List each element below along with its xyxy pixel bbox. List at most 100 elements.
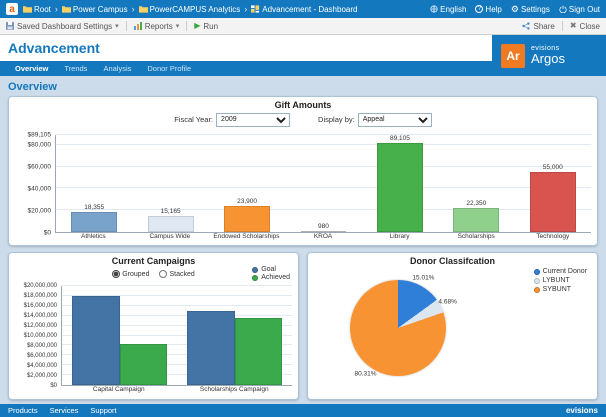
legend-color-dot [252,266,259,273]
close-label: Close [579,21,600,31]
campaigns-plot-area [61,285,292,386]
report-chart-icon [133,22,142,30]
bar[interactable] [300,230,347,232]
display-by-label: Display by: [318,115,355,124]
fiscal-year-label: Fiscal Year: [174,115,214,124]
bar-value-label: 15,165 [160,207,181,215]
run-label: Run [203,21,219,31]
legend-label: Goal [261,266,276,273]
y-axis-tick-label: $10,000,000 [23,333,57,339]
bar-columns: 18,355 15,165 23,900 980 89,105 22,350 55,000 [56,135,591,232]
bar-group-bars [72,286,167,385]
gridline [62,364,292,366]
donor-pie-area: 15.01% 4.68% 80.31% [314,266,525,396]
gridline [62,304,292,306]
dashboard-tabs: Overview Trends Analysis Donor Profile [0,61,606,76]
run-button[interactable]: ▶ Run [194,22,218,31]
sign-out-button[interactable]: Sign Out [559,5,600,14]
breadcrumb-item-advancement-dashboard[interactable]: Advancement - Dashboard [251,5,357,14]
bar-column: 22,350 [438,135,514,232]
stacked-radio-option[interactable]: Stacked [159,270,195,278]
footer-link-support[interactable]: Support [90,406,117,415]
bar-value-label: 22,350 [466,199,487,207]
grouped-radio-option[interactable]: Grouped [112,270,149,278]
language-button[interactable]: English [430,5,466,14]
close-button[interactable]: ✖ Close [570,22,600,31]
grouped-radio[interactable] [112,270,121,278]
share-button[interactable]: Share [522,22,555,31]
bar[interactable] [119,343,167,385]
folder-icon [61,6,71,13]
breadcrumb-item-powercampus-analytics[interactable]: PowerCAMPUS Analytics [138,5,240,14]
bar[interactable] [234,318,282,385]
legend-color-dot [252,274,259,281]
close-icon: ✖ [569,21,577,30]
sign-out-icon [559,5,567,13]
category-label: Library [389,233,410,240]
footer-link-products[interactable]: Products [8,406,38,415]
settings-button[interactable]: ⚙ Settings [511,4,550,14]
gift-plot-wrap: 18,355 15,165 23,900 980 89,105 22,350 55,000 … [55,134,591,243]
bar-columns [62,286,292,385]
bar[interactable] [376,143,423,232]
tab-analysis[interactable]: Analysis [103,64,132,73]
bar-column: 23,900 [209,135,285,232]
current-campaigns-title: Current Campaigns [111,256,196,266]
campaigns-controls: Grouped Stacked Goal Achieved [15,266,292,282]
display-by-select[interactable]: Appeal [357,112,432,127]
gift-amounts-panel: Gift Amounts Fiscal Year: 2009 Display b… [8,96,598,246]
bar-column: 980 [285,135,361,232]
y-axis-tick-label: $18,000,000 [23,293,57,299]
fiscal-year-select[interactable]: 2009 [216,112,291,127]
gridline [56,165,591,167]
footer-link-services[interactable]: Services [49,406,79,415]
tab-trends[interactable]: Trends [64,64,88,73]
gridline [56,134,591,135]
stacked-radio-label: Stacked [169,270,195,278]
y-axis-tick-label: $80,000 [27,141,52,149]
help-button[interactable]: ? Help [475,5,502,14]
gridline [62,344,292,346]
reports-button[interactable]: Reports ▾ [133,21,179,31]
gridline [56,209,591,211]
gridline [62,294,292,296]
footer-bar: Products Services Support evisions [0,404,606,417]
toolbar-divider [561,21,563,31]
top-actions: English ? Help ⚙ Settings Sign Out [430,4,600,14]
stacked-radio[interactable] [159,270,168,278]
breadcrumb-item-power-campus[interactable]: Power Campus [61,5,128,14]
evisions-logo[interactable]: a [6,3,18,15]
category-label: Capital Campaign [92,386,145,393]
breadcrumb-item-root[interactable]: Root [23,5,51,14]
legend-label: Achieved [261,274,290,281]
gift-x-axis-labels: Athletics Campus Wide Endowed Scholarships… [55,233,591,243]
bar[interactable] [224,205,270,232]
bar[interactable] [187,310,235,385]
saved-dashboard-settings-button[interactable]: Saved Dashboard Settings ▾ [6,22,119,31]
bar[interactable] [147,215,194,232]
bar-column: 15,165 [132,135,208,232]
breadcrumb-separator: › [131,4,135,14]
bar[interactable] [529,172,576,232]
bar-value-label: 23,900 [237,197,257,205]
legend-item: Achieved [252,274,290,281]
bar-group [177,286,292,385]
bar[interactable] [453,207,500,232]
y-axis-tick-label: $20,000 [27,207,52,215]
donor-pie-chart[interactable] [350,280,446,376]
y-axis-tick-label: $6,000,000 [26,353,57,359]
brand-company-name: evisions [531,44,560,52]
legend-item: Goal [252,266,290,273]
settings-label: Settings [520,4,550,14]
bar-column: 89,105 [362,135,438,232]
y-axis-tick-label: $0 [43,229,51,237]
bar[interactable] [72,295,120,385]
tab-donor-profile[interactable]: Donor Profile [147,64,192,73]
tab-overview[interactable]: Overview [15,64,49,73]
legend-label: LYBUNT [542,277,570,284]
gridline [62,374,292,376]
breadcrumb: Root › Power Campus › PowerCAMPUS Analyt… [23,5,425,14]
bar[interactable] [71,212,118,232]
reports-label: Reports [144,21,173,31]
